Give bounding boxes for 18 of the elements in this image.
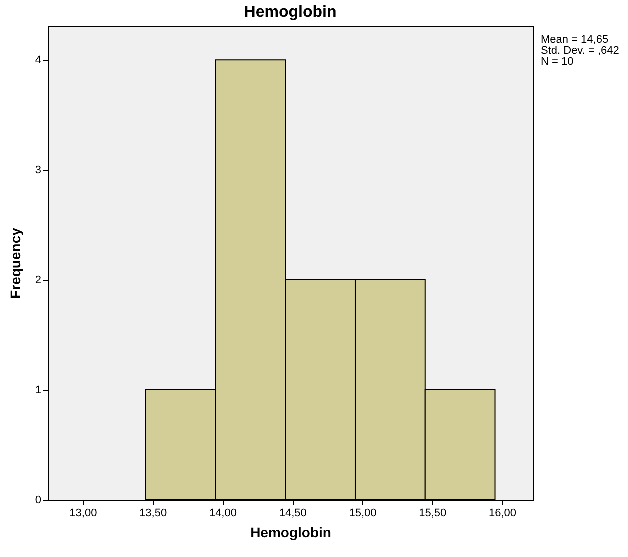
x-tick-label: 16,00 xyxy=(488,508,517,520)
x-tick-label: 14,50 xyxy=(279,508,307,520)
y-axis-title: Frequency xyxy=(7,228,24,299)
x-tick-label: 13,50 xyxy=(140,508,168,520)
x-tick-label: 13,00 xyxy=(70,508,98,520)
y-tick-label: 0 xyxy=(35,494,42,506)
x-axis-title: Hemoglobin xyxy=(250,524,332,540)
y-tick-label: 1 xyxy=(35,384,42,397)
text: Std. Dev. = ,642 xyxy=(541,45,620,57)
text: Mean = 14,65 xyxy=(541,34,609,46)
y-tick-label: 2 xyxy=(35,274,42,287)
x-tick-label: 15,50 xyxy=(419,508,447,520)
y-tick-label: 4 xyxy=(35,54,42,67)
text: N = 10 xyxy=(541,56,574,68)
chart-title: Hemoglobin xyxy=(244,4,337,21)
x-tick-label: 15,00 xyxy=(349,508,377,520)
x-tick-label: 14,00 xyxy=(209,508,237,520)
y-tick-label: 3 xyxy=(35,164,42,177)
